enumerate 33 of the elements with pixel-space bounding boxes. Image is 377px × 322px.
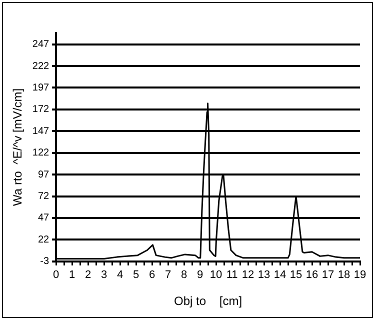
x-tick-label: 2 [85,269,92,282]
x-tick-label: 18 [338,269,350,282]
x-tick-label: 5 [133,269,140,282]
y-tick-label: 197 [32,82,50,94]
x-tick-label: 14 [274,269,286,282]
y-tick-label: -3 [40,256,50,268]
y-tick-label: 222 [32,60,50,72]
y-tick-label: 97 [38,169,50,180]
y-tick-label: 47 [38,212,50,224]
y-tick-label: 147 [32,126,50,137]
y-tick-label: 122 [32,148,50,159]
x-tick-label: 19 [354,269,366,282]
x-tick-label: 8 [180,269,188,282]
y-tick-label: 172 [32,104,50,116]
y-axis-title: Wa rto ^E/^v [mV/cm] [10,88,25,206]
x-axis-title: Obj to [cm] [174,294,242,308]
x-tick-label: 3 [101,269,108,282]
x-tick-label: 13 [258,269,270,282]
x-tick-label: 12 [242,269,254,282]
x-tick-label: 6 [148,269,156,282]
x-tick-label: 7 [164,269,172,282]
y-tick-label: 247 [32,39,50,50]
x-tick-label: 10 [210,269,222,282]
x-tick-label: 17 [322,269,334,282]
x-tick-label: 1 [69,269,76,282]
x-tick-label: 4 [117,269,124,282]
y-tick-label: 72 [38,191,50,202]
x-tick-label: 0 [53,269,60,282]
y-tick-label: 22 [38,234,50,246]
x-tick-label: 15 [290,269,302,282]
x-tick-label: 16 [306,269,318,282]
x-tick-label: 11 [226,269,238,282]
x-tick-label: 9 [196,269,204,282]
